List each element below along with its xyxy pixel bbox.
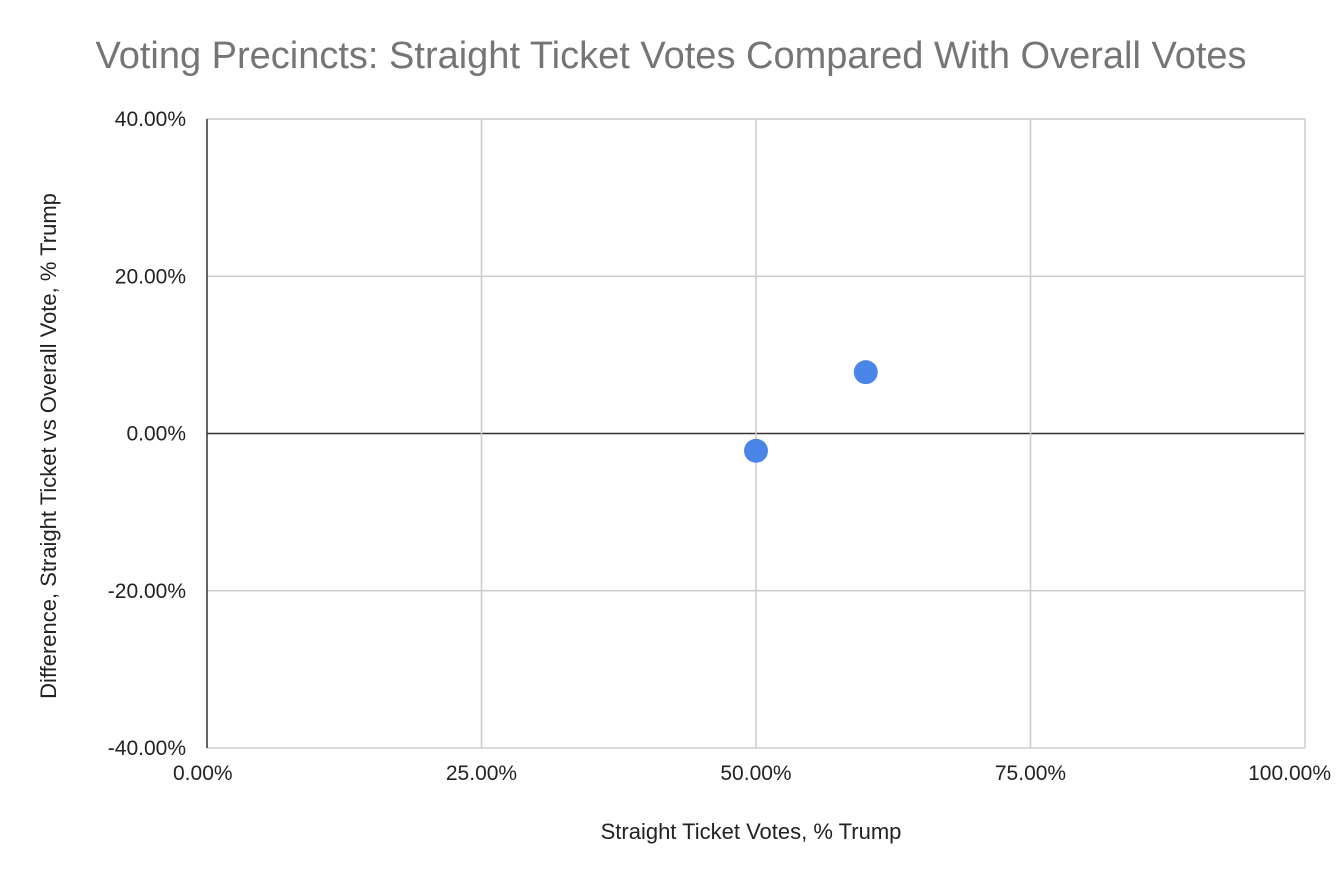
grid <box>207 118 1306 749</box>
data-point <box>744 438 768 463</box>
y-tick-label: -20.00% <box>108 580 186 603</box>
x-tick-label: 75.00% <box>995 762 1066 785</box>
y-tick-label: -40.00% <box>108 737 186 760</box>
y-axis-title: Difference, Straight Ticket vs Overall V… <box>36 193 61 699</box>
data-points <box>744 360 878 463</box>
y-tick-label: 0.00% <box>126 423 186 446</box>
x-tick-label: 50.00% <box>720 762 791 785</box>
y-axis-ticks: 40.00% 20.00% 0.00% -20.00% -40.00% <box>108 108 186 760</box>
x-axis-title: Straight Ticket Votes, % Trump <box>601 819 902 844</box>
data-point <box>853 360 878 385</box>
x-tick-label: 25.00% <box>446 762 517 785</box>
y-tick-label: 40.00% <box>115 108 186 131</box>
y-tick-label: 20.00% <box>115 265 186 288</box>
x-tick-label: 100.00% <box>1248 762 1331 785</box>
x-axis-ticks: 0.00% 25.00% 50.00% 75.00% 100.00% <box>173 762 1331 785</box>
x-tick-label: 0.00% <box>173 762 233 785</box>
chart-title: Voting Precincts: Straight Ticket Votes … <box>95 35 1246 77</box>
